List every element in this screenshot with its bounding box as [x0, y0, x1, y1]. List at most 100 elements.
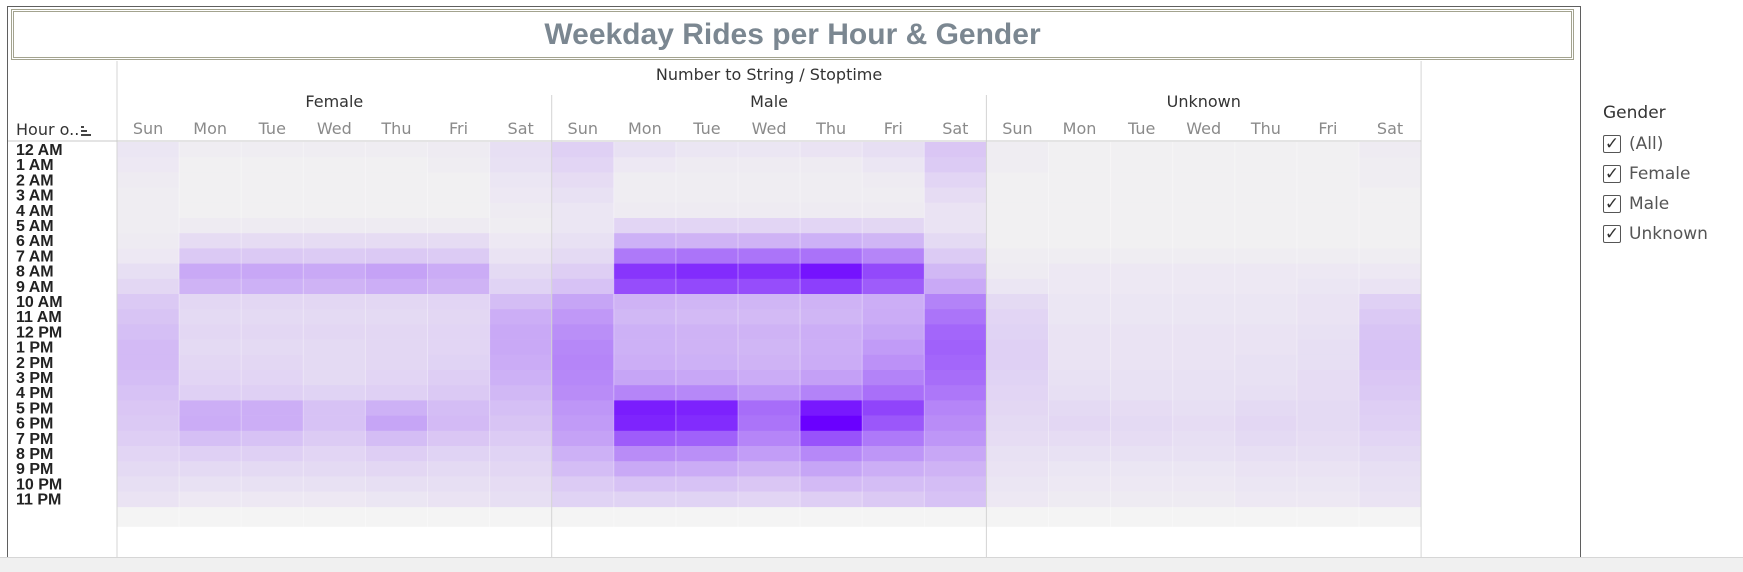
heatmap-cell[interactable] — [862, 278, 925, 295]
heatmap-cell[interactable] — [924, 370, 987, 386]
heatmap-cell[interactable] — [800, 415, 863, 432]
heatmap-cell[interactable] — [241, 142, 304, 158]
heatmap-cell[interactable] — [303, 415, 366, 432]
heatmap-cell[interactable] — [986, 476, 1049, 492]
heatmap-cell[interactable] — [924, 415, 987, 432]
heatmap-cell[interactable] — [862, 446, 925, 462]
heatmap-chart[interactable]: Number to String / Stoptime Female Sun Mon T… — [8, 7, 1580, 558]
heatmap-cell[interactable] — [303, 202, 366, 219]
heatmap-cell[interactable] — [986, 446, 1049, 462]
heatmap-cell[interactable] — [675, 324, 739, 340]
heatmap-cell[interactable] — [117, 233, 180, 249]
heatmap-cell[interactable] — [1234, 294, 1298, 310]
heatmap-cell[interactable] — [1359, 415, 1422, 432]
heatmap-cell[interactable] — [427, 202, 490, 219]
heatmap-cell[interactable] — [241, 263, 304, 280]
heatmap-cell[interactable] — [489, 476, 552, 492]
heatmap-cell[interactable] — [862, 339, 925, 356]
heatmap-cell[interactable] — [117, 385, 180, 401]
heatmap-cell[interactable] — [738, 385, 801, 401]
heatmap-cell[interactable] — [986, 142, 1049, 158]
heatmap-cell[interactable] — [241, 324, 304, 340]
heatmap-cell[interactable] — [303, 309, 366, 325]
heatmap-cell[interactable] — [1359, 324, 1422, 340]
heatmap-cell[interactable] — [1234, 172, 1298, 188]
heatmap-cell[interactable] — [1048, 430, 1111, 447]
heatmap-cell[interactable] — [1048, 233, 1111, 249]
heatmap-cell[interactable] — [738, 233, 801, 249]
heatmap-cell[interactable] — [986, 233, 1049, 249]
heatmap-cell[interactable] — [613, 354, 677, 371]
heatmap-cell[interactable] — [551, 202, 615, 219]
heatmap-cell[interactable] — [1359, 157, 1422, 173]
heatmap-cell[interactable] — [1048, 491, 1111, 508]
heatmap-cell[interactable] — [862, 476, 925, 492]
heatmap-cell[interactable] — [1359, 446, 1422, 462]
heatmap-cell[interactable] — [241, 172, 304, 188]
heatmap-cell[interactable] — [675, 278, 739, 295]
heatmap-cell[interactable] — [1110, 263, 1173, 280]
heatmap-cell[interactable] — [986, 172, 1049, 188]
heatmap-cell[interactable] — [489, 324, 552, 340]
heatmap-cell[interactable] — [1359, 430, 1422, 447]
heatmap-cell[interactable] — [1110, 430, 1173, 447]
heatmap-cell[interactable] — [1296, 202, 1360, 219]
heatmap-cell[interactable] — [1110, 294, 1173, 310]
heatmap-cell[interactable] — [117, 491, 180, 508]
heatmap-cell[interactable] — [800, 461, 863, 477]
heatmap-cell[interactable] — [489, 294, 552, 310]
heatmap-cell[interactable] — [179, 263, 242, 280]
heatmap-cell[interactable] — [1296, 339, 1360, 356]
heatmap-cell[interactable] — [675, 233, 739, 249]
heatmap-cell[interactable] — [117, 324, 180, 340]
heatmap-cell[interactable] — [365, 278, 428, 295]
heatmap-cell[interactable] — [303, 142, 366, 158]
heatmap-cell[interactable] — [551, 370, 615, 386]
heatmap-cell[interactable] — [1296, 187, 1360, 204]
heatmap-cell[interactable] — [427, 430, 490, 447]
heatmap-cell[interactable] — [613, 248, 677, 264]
heatmap-cell[interactable] — [924, 461, 987, 477]
heatmap-cell[interactable] — [117, 278, 180, 295]
heatmap-cell[interactable] — [800, 218, 863, 234]
heatmap-cell[interactable] — [986, 491, 1049, 508]
heatmap-cell[interactable] — [1048, 370, 1111, 386]
heatmap-cell[interactable] — [551, 172, 615, 188]
heatmap-cell[interactable] — [1234, 324, 1298, 340]
heatmap-cell[interactable] — [551, 354, 615, 371]
heatmap-cell[interactable] — [1110, 157, 1173, 173]
heatmap-cell[interactable] — [738, 248, 801, 264]
filter-item-male[interactable]: ✓ Male — [1603, 189, 1738, 219]
heatmap-cell[interactable] — [365, 446, 428, 462]
heatmap-cell[interactable] — [427, 172, 490, 188]
heatmap-cell[interactable] — [551, 415, 615, 432]
heatmap-cell[interactable] — [489, 446, 552, 462]
heatmap-cell[interactable] — [241, 354, 304, 371]
heatmap-cell[interactable] — [1172, 294, 1236, 310]
heatmap-cell[interactable] — [1359, 339, 1422, 356]
heatmap-cell[interactable] — [179, 415, 242, 432]
heatmap-cell[interactable] — [800, 142, 863, 158]
heatmap-cell[interactable] — [179, 218, 242, 234]
heatmap-cell[interactable] — [1296, 157, 1360, 173]
heatmap-cell[interactable] — [613, 202, 677, 219]
heatmap-cell[interactable] — [365, 461, 428, 477]
heatmap-cell[interactable] — [551, 278, 615, 295]
heatmap-cell[interactable] — [489, 218, 552, 234]
heatmap-cell[interactable] — [862, 400, 925, 416]
heatmap-cell[interactable] — [427, 324, 490, 340]
heatmap-cell[interactable] — [924, 339, 987, 356]
heatmap-cell[interactable] — [738, 354, 801, 371]
heatmap-cell[interactable] — [117, 400, 180, 416]
heatmap-cell[interactable] — [365, 354, 428, 371]
heatmap-cell[interactable] — [1172, 142, 1236, 158]
heatmap-cell[interactable] — [1296, 248, 1360, 264]
heatmap-cell[interactable] — [1359, 202, 1422, 219]
heatmap-cell[interactable] — [986, 248, 1049, 264]
heatmap-cell[interactable] — [241, 233, 304, 249]
heatmap-cell[interactable] — [1359, 491, 1422, 508]
heatmap-cell[interactable] — [924, 248, 987, 264]
heatmap-cell[interactable] — [1110, 385, 1173, 401]
heatmap-cell[interactable] — [427, 233, 490, 249]
heatmap-cell[interactable] — [862, 430, 925, 447]
